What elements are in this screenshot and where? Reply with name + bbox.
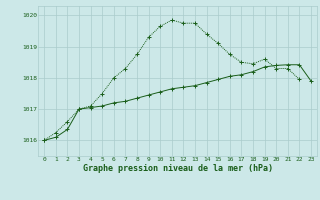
X-axis label: Graphe pression niveau de la mer (hPa): Graphe pression niveau de la mer (hPa) <box>83 164 273 173</box>
